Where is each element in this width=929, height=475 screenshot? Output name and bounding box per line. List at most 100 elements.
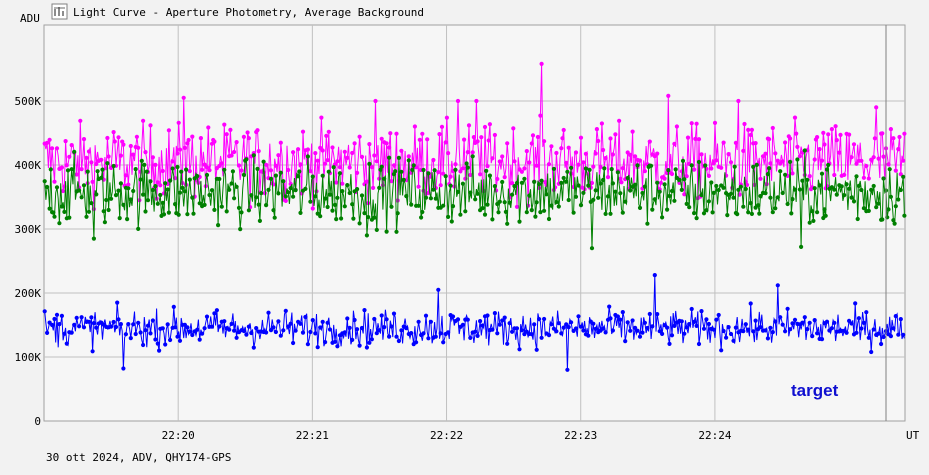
data-point: [251, 153, 256, 158]
data-point: [181, 95, 186, 100]
data-point: [682, 192, 687, 197]
data-point: [647, 311, 652, 317]
data-point: [826, 132, 831, 137]
data-point: [485, 164, 490, 169]
data-point: [126, 322, 131, 327]
data-point: [530, 133, 536, 138]
data-point: [768, 325, 773, 330]
data-point: [423, 313, 429, 318]
data-point: [143, 209, 148, 214]
data-point: [797, 187, 803, 192]
data-point: [42, 179, 47, 184]
data-point: [345, 316, 350, 321]
data-point: [564, 160, 569, 165]
data-point: [90, 349, 95, 354]
data-point: [228, 127, 233, 132]
data-point: [389, 324, 394, 329]
data-point: [222, 319, 227, 324]
data-point: [573, 150, 579, 155]
data-point: [77, 188, 82, 193]
data-point: [578, 203, 584, 208]
data-point: [556, 204, 561, 209]
data-point: [807, 220, 812, 225]
data-point: [313, 194, 318, 199]
data-point: [897, 134, 902, 140]
data-point: [817, 183, 822, 188]
data-point: [325, 158, 330, 163]
data-point: [246, 136, 251, 141]
data-point: [721, 185, 726, 190]
data-point: [591, 321, 596, 326]
data-point: [618, 191, 623, 196]
data-point: [310, 174, 315, 179]
x-tick-labels: 22:20 22:21 22:22 22:23 22:24: [162, 429, 732, 442]
data-point: [241, 172, 246, 177]
data-point: [229, 153, 234, 158]
data-point: [888, 194, 894, 199]
data-point: [264, 162, 269, 167]
data-point: [271, 208, 276, 213]
data-point: [539, 335, 544, 340]
data-point: [161, 212, 167, 217]
data-point: [758, 176, 763, 181]
data-point: [453, 167, 458, 172]
data-point: [232, 196, 237, 201]
data-point: [374, 159, 379, 164]
data-point: [598, 164, 603, 170]
data-point: [673, 167, 678, 172]
data-point: [138, 330, 143, 335]
data-point: [296, 174, 301, 179]
data-point: [286, 167, 291, 173]
data-point: [45, 330, 50, 335]
data-point: [741, 204, 746, 209]
data-point: [613, 132, 618, 137]
data-point: [350, 202, 355, 207]
data-point: [85, 169, 90, 174]
data-point: [268, 176, 274, 181]
data-point: [230, 169, 235, 174]
data-point: [847, 318, 852, 323]
data-point: [618, 176, 623, 181]
data-point: [184, 167, 189, 172]
chart-window-icon[interactable]: [51, 3, 68, 20]
data-point: [832, 187, 837, 192]
data-point: [578, 135, 584, 140]
data-point: [534, 347, 539, 352]
data-point: [709, 180, 714, 185]
data-point: [706, 199, 712, 204]
data-point: [573, 326, 579, 331]
data-point: [113, 193, 119, 198]
data-point: [693, 136, 698, 141]
data-point: [594, 127, 600, 132]
data-point: [399, 148, 404, 153]
data-point: [881, 334, 886, 340]
data-point: [95, 169, 100, 174]
data-point: [711, 161, 716, 166]
data-point: [794, 131, 799, 136]
data-point: [244, 157, 249, 162]
data-point: [438, 183, 443, 188]
data-point: [463, 176, 468, 181]
data-point: [455, 189, 461, 194]
data-point: [802, 172, 807, 178]
data-point: [743, 186, 748, 192]
data-point: [90, 179, 95, 184]
data-point: [318, 145, 323, 150]
data-point: [649, 163, 654, 168]
data-point: [171, 304, 176, 309]
data-point: [251, 345, 256, 350]
data-point: [67, 154, 72, 159]
data-point: [465, 317, 470, 322]
data-point: [332, 202, 338, 207]
data-point: [815, 331, 820, 336]
data-point: [288, 186, 293, 191]
data-point: [77, 324, 82, 329]
data-point: [628, 328, 633, 333]
data-point: [901, 332, 906, 337]
data-point: [209, 188, 215, 193]
data-point: [837, 150, 842, 155]
data-point: [485, 202, 490, 207]
data-point: [505, 221, 510, 226]
data-point: [364, 345, 369, 350]
data-point: [864, 163, 869, 169]
